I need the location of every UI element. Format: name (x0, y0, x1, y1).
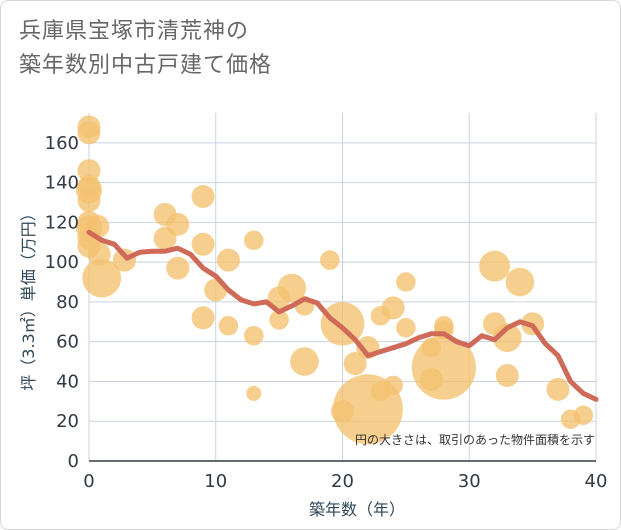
size-legend-note: 円の大きさは、取引のあった物件面積を示す (355, 432, 595, 447)
data-bubble (216, 248, 240, 272)
data-bubble (218, 315, 239, 336)
data-bubble (396, 317, 416, 338)
y-tick-label: 160 (45, 133, 79, 154)
data-bubble (77, 159, 101, 183)
trend-layer (86, 229, 599, 402)
data-bubble (269, 310, 289, 330)
data-bubble (396, 272, 416, 292)
chart-title-line-1: 兵庫県宝塚市清荒神の (19, 19, 250, 44)
data-bubble (505, 267, 535, 297)
x-tick-label: 40 (585, 471, 608, 492)
y-tick-label: 100 (45, 252, 79, 273)
data-bubble (77, 121, 101, 145)
x-tick-label: 10 (204, 471, 227, 492)
data-bubble (166, 212, 190, 236)
y-tick-label: 20 (56, 411, 79, 432)
data-bubble (381, 296, 405, 320)
chart-title: 兵庫県宝塚市清荒神の 築年数別中古戸建て価格 (19, 15, 272, 83)
data-bubble (320, 250, 340, 270)
y-tick-label: 80 (56, 292, 79, 313)
data-bubble (166, 256, 190, 280)
data-bubble (479, 250, 511, 282)
data-bubble (246, 385, 262, 401)
data-bubble (495, 363, 519, 388)
data-bubble (343, 352, 367, 376)
y-tick-label: 60 (56, 332, 79, 353)
data-bubble (277, 273, 307, 303)
bubble-layer (76, 115, 594, 445)
x-tick-label: 30 (458, 471, 481, 492)
x-tick-label: 20 (331, 471, 354, 492)
y-tick-label: 120 (45, 212, 79, 233)
trend-line (86, 229, 599, 402)
data-bubble (191, 184, 215, 209)
x-axis-title: 築年数（年） (309, 500, 405, 519)
data-bubble (411, 335, 477, 400)
chart-title-line-2: 築年数別中古戸建て価格 (19, 53, 273, 78)
x-tick-label: 0 (83, 471, 94, 492)
y-axis-title: 坪（3.3㎡）単価（万円） (19, 205, 38, 390)
data-bubble (290, 347, 319, 376)
data-bubble (77, 188, 101, 213)
y-tick-label: 0 (68, 451, 79, 472)
data-bubble (82, 258, 122, 298)
data-bubble (573, 405, 594, 426)
data-bubble (191, 306, 215, 330)
y-tick-label: 140 (45, 173, 79, 194)
tick-labels: 0 20 40 60 80 100 120 140 160 0 10 20 30 40 (45, 133, 608, 492)
data-bubble (243, 230, 264, 251)
y-tick-label: 40 (56, 371, 79, 392)
data-bubble (243, 325, 264, 346)
data-bubble (492, 323, 522, 353)
data-bubble (191, 232, 215, 256)
data-bubble (383, 375, 403, 396)
data-bubble (546, 377, 570, 401)
